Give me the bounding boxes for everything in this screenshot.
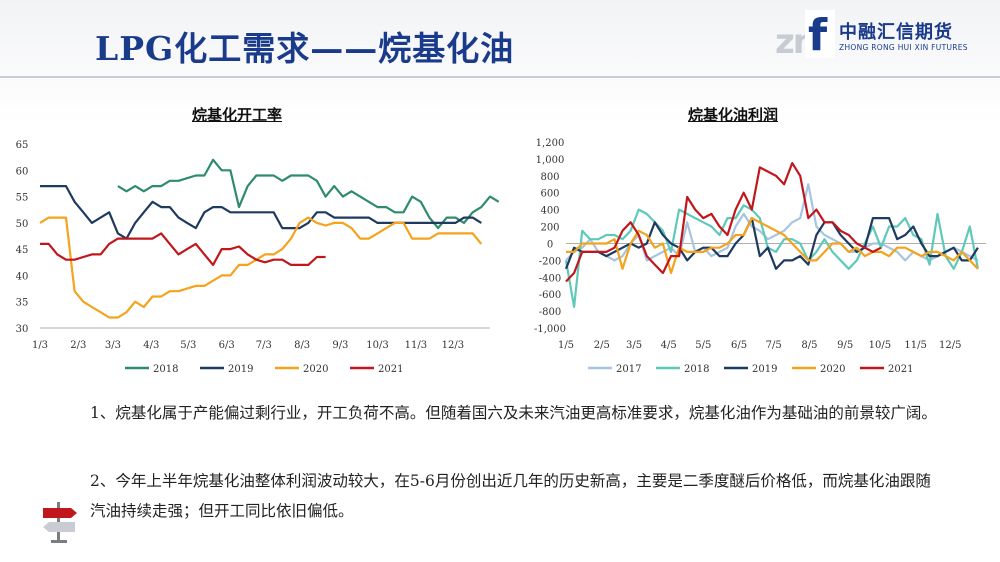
y-tick-label: -800 <box>539 307 561 318</box>
y-tick-label: 40 <box>16 271 29 282</box>
x-tick-label: 10/5 <box>869 340 891 351</box>
y-tick-label: 65 <box>16 140 29 151</box>
x-tick-label: 10/3 <box>366 340 388 351</box>
y-tick-label: -1,000 <box>534 324 566 335</box>
x-tick-label: 6/5 <box>731 340 747 351</box>
logo-mark-f: f <box>808 10 828 58</box>
x-tick-label: 7/3 <box>256 340 272 351</box>
x-tick-label: 11/3 <box>405 340 427 351</box>
x-tick-label: 7/5 <box>766 340 782 351</box>
y-tick-label: 600 <box>540 189 559 200</box>
y-tick-label: 30 <box>16 324 29 335</box>
series-line-2020 <box>39 216 483 319</box>
legend-label-2017: 2017 <box>616 364 641 375</box>
series-line-2017 <box>565 183 979 262</box>
x-tick-label: 5/3 <box>180 340 196 351</box>
profit-chart: -1,000 -800 -600 -400 -200 0 200 400 600 800 1,000… <box>534 138 986 375</box>
legend-label-2018: 2018 <box>684 364 709 375</box>
x-tick-label: 11/5 <box>904 340 926 351</box>
legend-label-2021: 2021 <box>378 364 403 375</box>
x-tick-label: 8/3 <box>294 340 310 351</box>
title-divider <box>0 76 1000 78</box>
legend-label-2019: 2019 <box>228 364 253 375</box>
logo-name-en: ZHONG RONG HUI XIN FUTURES <box>839 43 968 52</box>
x-tick-label: 2/5 <box>594 340 610 351</box>
x-tick-label: 9/3 <box>332 340 348 351</box>
x-tick-label: 4/5 <box>661 340 677 351</box>
chart-title-profit: 烷基化油利润 <box>688 106 779 124</box>
legend-label-2020: 2020 <box>303 364 328 375</box>
legend-label-2021: 2021 <box>888 364 913 375</box>
y-tick-label: -400 <box>539 273 561 284</box>
x-tick-label: 9/5 <box>837 340 853 351</box>
x-tick-label: 6/3 <box>219 340 235 351</box>
x-tick-label: 1/3 <box>32 340 48 351</box>
company-logo: zn f 中融汇信期货 ZHONG RONG HUI XIN FUTURES <box>775 10 985 62</box>
series-line-2019 <box>40 184 482 240</box>
y-tick-label: 1,200 <box>536 138 565 149</box>
x-tick-label: 8/5 <box>801 340 817 351</box>
series-line-2018 <box>117 158 500 230</box>
y-tick-label: 45 <box>16 245 29 256</box>
x-tick-label: 12/3 <box>442 340 464 351</box>
legend-label-2019: 2019 <box>752 364 777 375</box>
logo-f-icon: f <box>805 10 835 58</box>
series-line-2018 <box>564 204 979 308</box>
y-tick-label: 50 <box>16 219 29 230</box>
y-tick-label: 200 <box>540 223 559 234</box>
x-tick-label: 2/3 <box>70 340 86 351</box>
series-line-2020 <box>566 216 979 275</box>
paragraph-1: 1、烷基化属于产能偏过剩行业，开工负荷不高。但随着国六及未来汽油更高标准要求，烷… <box>90 404 937 422</box>
x-tick-label: 3/3 <box>105 340 121 351</box>
y-tick-label: 60 <box>16 166 29 177</box>
signpost-icon <box>43 502 77 543</box>
y-tick-label: 1,000 <box>536 155 565 166</box>
x-tick-label: 4/3 <box>143 340 159 351</box>
series-line-2021 <box>40 232 326 266</box>
y-tick-label: 800 <box>540 172 559 183</box>
y-tick-label: 400 <box>540 206 559 217</box>
y-tick-label: -600 <box>539 290 561 301</box>
y-tick-label: 35 <box>16 298 29 309</box>
x-tick-label: 1/5 <box>558 340 574 351</box>
x-tick-label: 5/5 <box>695 340 711 351</box>
operating-rate-chart: 30 35 40 45 50 55 60 65 1/3 2/3 3/3 4/3 5/3 6/3 7/3 8/3… <box>16 140 500 375</box>
series-line-2019 <box>564 216 979 270</box>
series-line-2021 <box>565 161 882 283</box>
y-tick-label: 0 <box>547 239 553 250</box>
y-tick-label: 55 <box>16 193 29 204</box>
paragraph-2: 2、今年上半年烷基化油整体利润波动较大，在5-6月份创出近几年的历史新高，主要是… <box>90 472 931 520</box>
legend-label-2020: 2020 <box>820 364 845 375</box>
page-title: LPG化工需求——烷基化油 <box>95 29 515 68</box>
chart-title-operating-rate: 烷基化开工率 <box>192 106 283 124</box>
y-tick-label: -200 <box>539 256 561 267</box>
x-tick-label: 3/5 <box>626 340 642 351</box>
legend-label-2018: 2018 <box>153 364 178 375</box>
x-tick-label: 12/5 <box>939 340 961 351</box>
logo-name-cn: 中融汇信期货 <box>839 22 953 43</box>
